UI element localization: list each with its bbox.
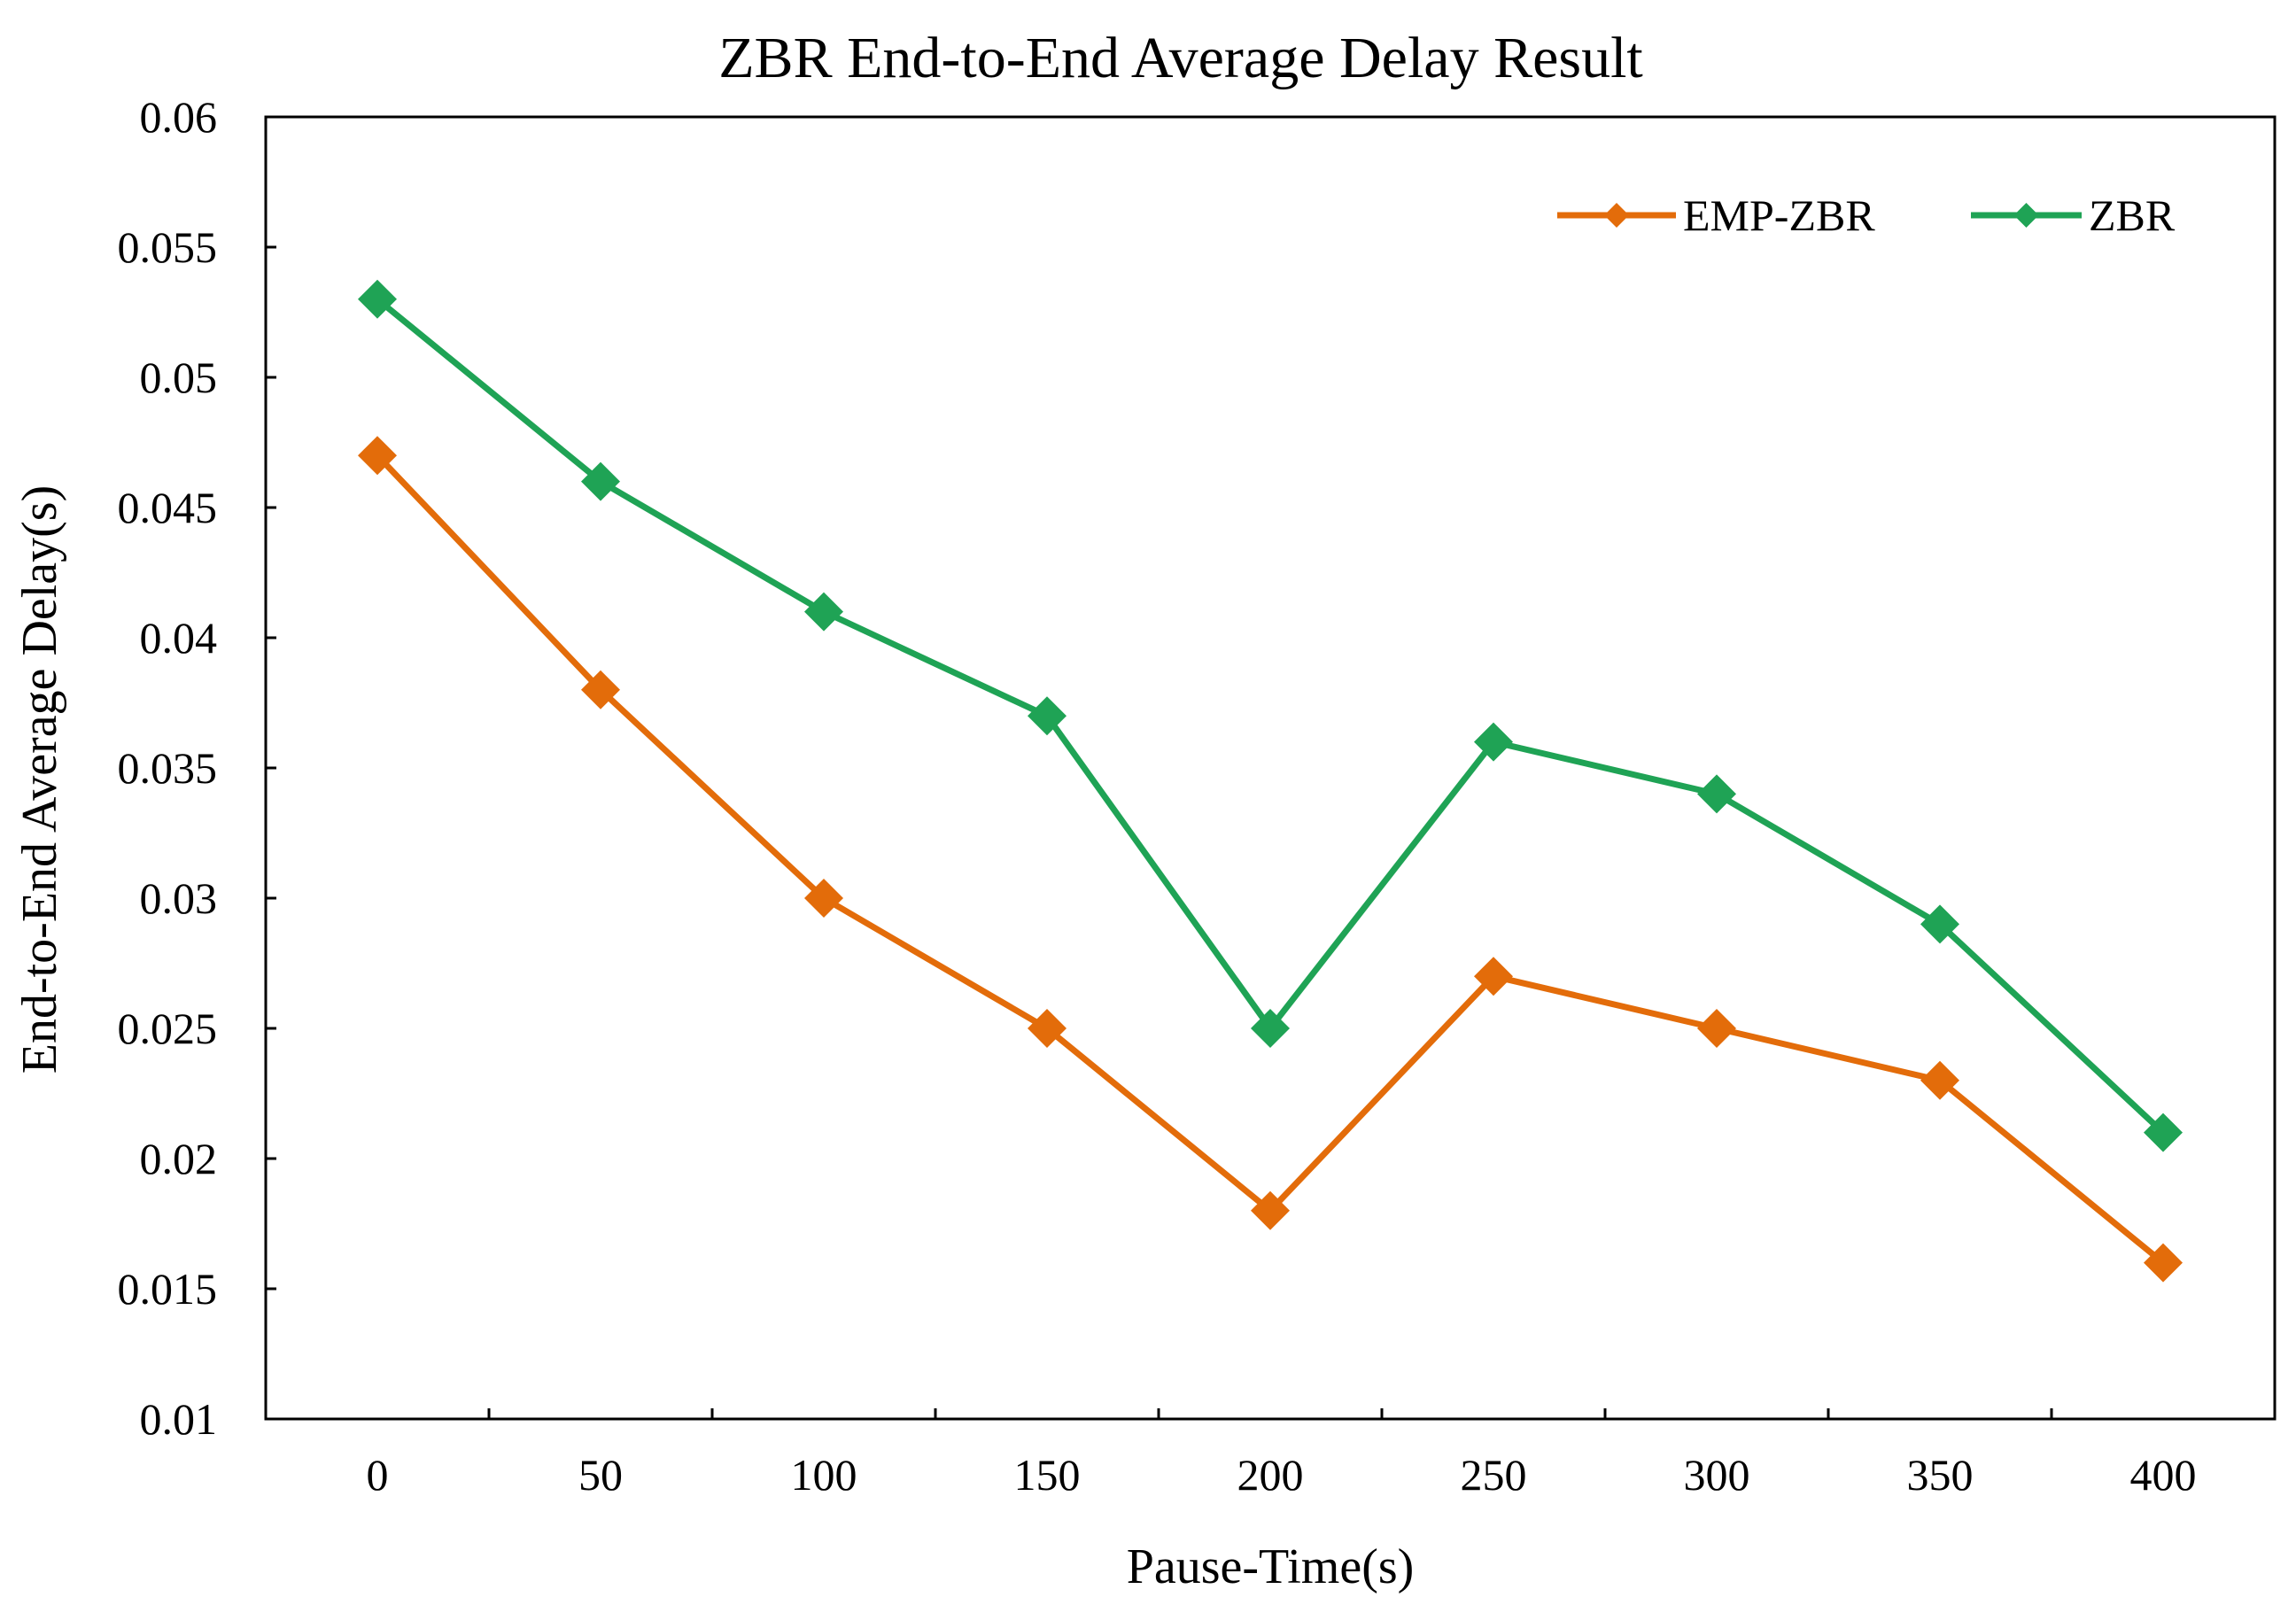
data-point bbox=[1474, 722, 1513, 762]
legend-label: ZBR bbox=[2089, 190, 2176, 240]
series-zbr bbox=[358, 279, 2183, 1152]
y-tick-label: 0.015 bbox=[118, 1264, 218, 1314]
y-tick-label: 0.02 bbox=[140, 1134, 218, 1183]
data-point bbox=[581, 461, 620, 501]
data-point bbox=[1028, 1009, 1067, 1048]
x-tick-label: 250 bbox=[1461, 1450, 1527, 1500]
legend-label: EMP-ZBR bbox=[1683, 190, 1875, 240]
data-point bbox=[1028, 696, 1067, 736]
legend-item: EMP-ZBR bbox=[1557, 190, 1875, 240]
x-axis: 0 50 100 150 200 250 300 350 400 bbox=[367, 1408, 2197, 1500]
series-line bbox=[375, 297, 2166, 1136]
data-point bbox=[1251, 1190, 1290, 1230]
y-tick-label: 0.035 bbox=[118, 743, 218, 793]
data-point bbox=[804, 879, 843, 918]
data-point bbox=[1920, 904, 1959, 944]
y-axis-label: End-to-End Average Delay(s) bbox=[12, 485, 67, 1074]
y-tick-label: 0.03 bbox=[140, 873, 218, 923]
legend-marker bbox=[2013, 203, 2039, 228]
legend: EMP-ZBR ZBR bbox=[1557, 190, 2176, 240]
x-tick-label: 400 bbox=[2130, 1450, 2197, 1500]
data-point bbox=[2144, 1112, 2183, 1152]
x-tick-label: 150 bbox=[1014, 1450, 1081, 1500]
data-point bbox=[358, 279, 397, 319]
data-point bbox=[2144, 1243, 2183, 1283]
chart-title: ZBR End-to-End Average Delay Result bbox=[718, 26, 1643, 90]
y-tick-label: 0.05 bbox=[140, 353, 218, 402]
x-axis-label: Pause-Time(s) bbox=[1127, 1539, 1415, 1594]
x-tick-label: 50 bbox=[578, 1450, 623, 1500]
data-point bbox=[1697, 774, 1736, 814]
legend-item: ZBR bbox=[1971, 190, 2176, 240]
series-layer bbox=[358, 279, 2183, 1283]
series-emp-zbr bbox=[358, 436, 2183, 1283]
y-tick-label: 0.025 bbox=[118, 1004, 218, 1053]
legend-marker bbox=[1604, 203, 1629, 228]
y-tick-label: 0.04 bbox=[140, 613, 218, 663]
x-tick-label: 350 bbox=[1907, 1450, 1974, 1500]
data-point bbox=[1251, 1009, 1290, 1048]
y-tick-label: 0.01 bbox=[140, 1394, 218, 1444]
y-axis: 0.01 0.015 0.02 0.025 0.03 0.035 0.04 0.045 0.05… bbox=[118, 92, 276, 1444]
x-tick-label: 0 bbox=[367, 1450, 389, 1500]
data-point bbox=[1474, 957, 1513, 996]
series-line bbox=[375, 453, 2166, 1266]
data-point bbox=[1697, 1009, 1736, 1048]
x-tick-label: 300 bbox=[1684, 1450, 1750, 1500]
data-point bbox=[358, 436, 397, 476]
y-tick-label: 0.055 bbox=[118, 222, 218, 272]
data-point bbox=[804, 592, 843, 632]
y-tick-label: 0.06 bbox=[140, 92, 218, 142]
x-tick-label: 200 bbox=[1237, 1450, 1304, 1500]
x-tick-label: 100 bbox=[791, 1450, 857, 1500]
y-tick-label: 0.045 bbox=[118, 483, 218, 532]
data-point bbox=[1920, 1060, 1959, 1100]
data-point bbox=[581, 670, 620, 709]
